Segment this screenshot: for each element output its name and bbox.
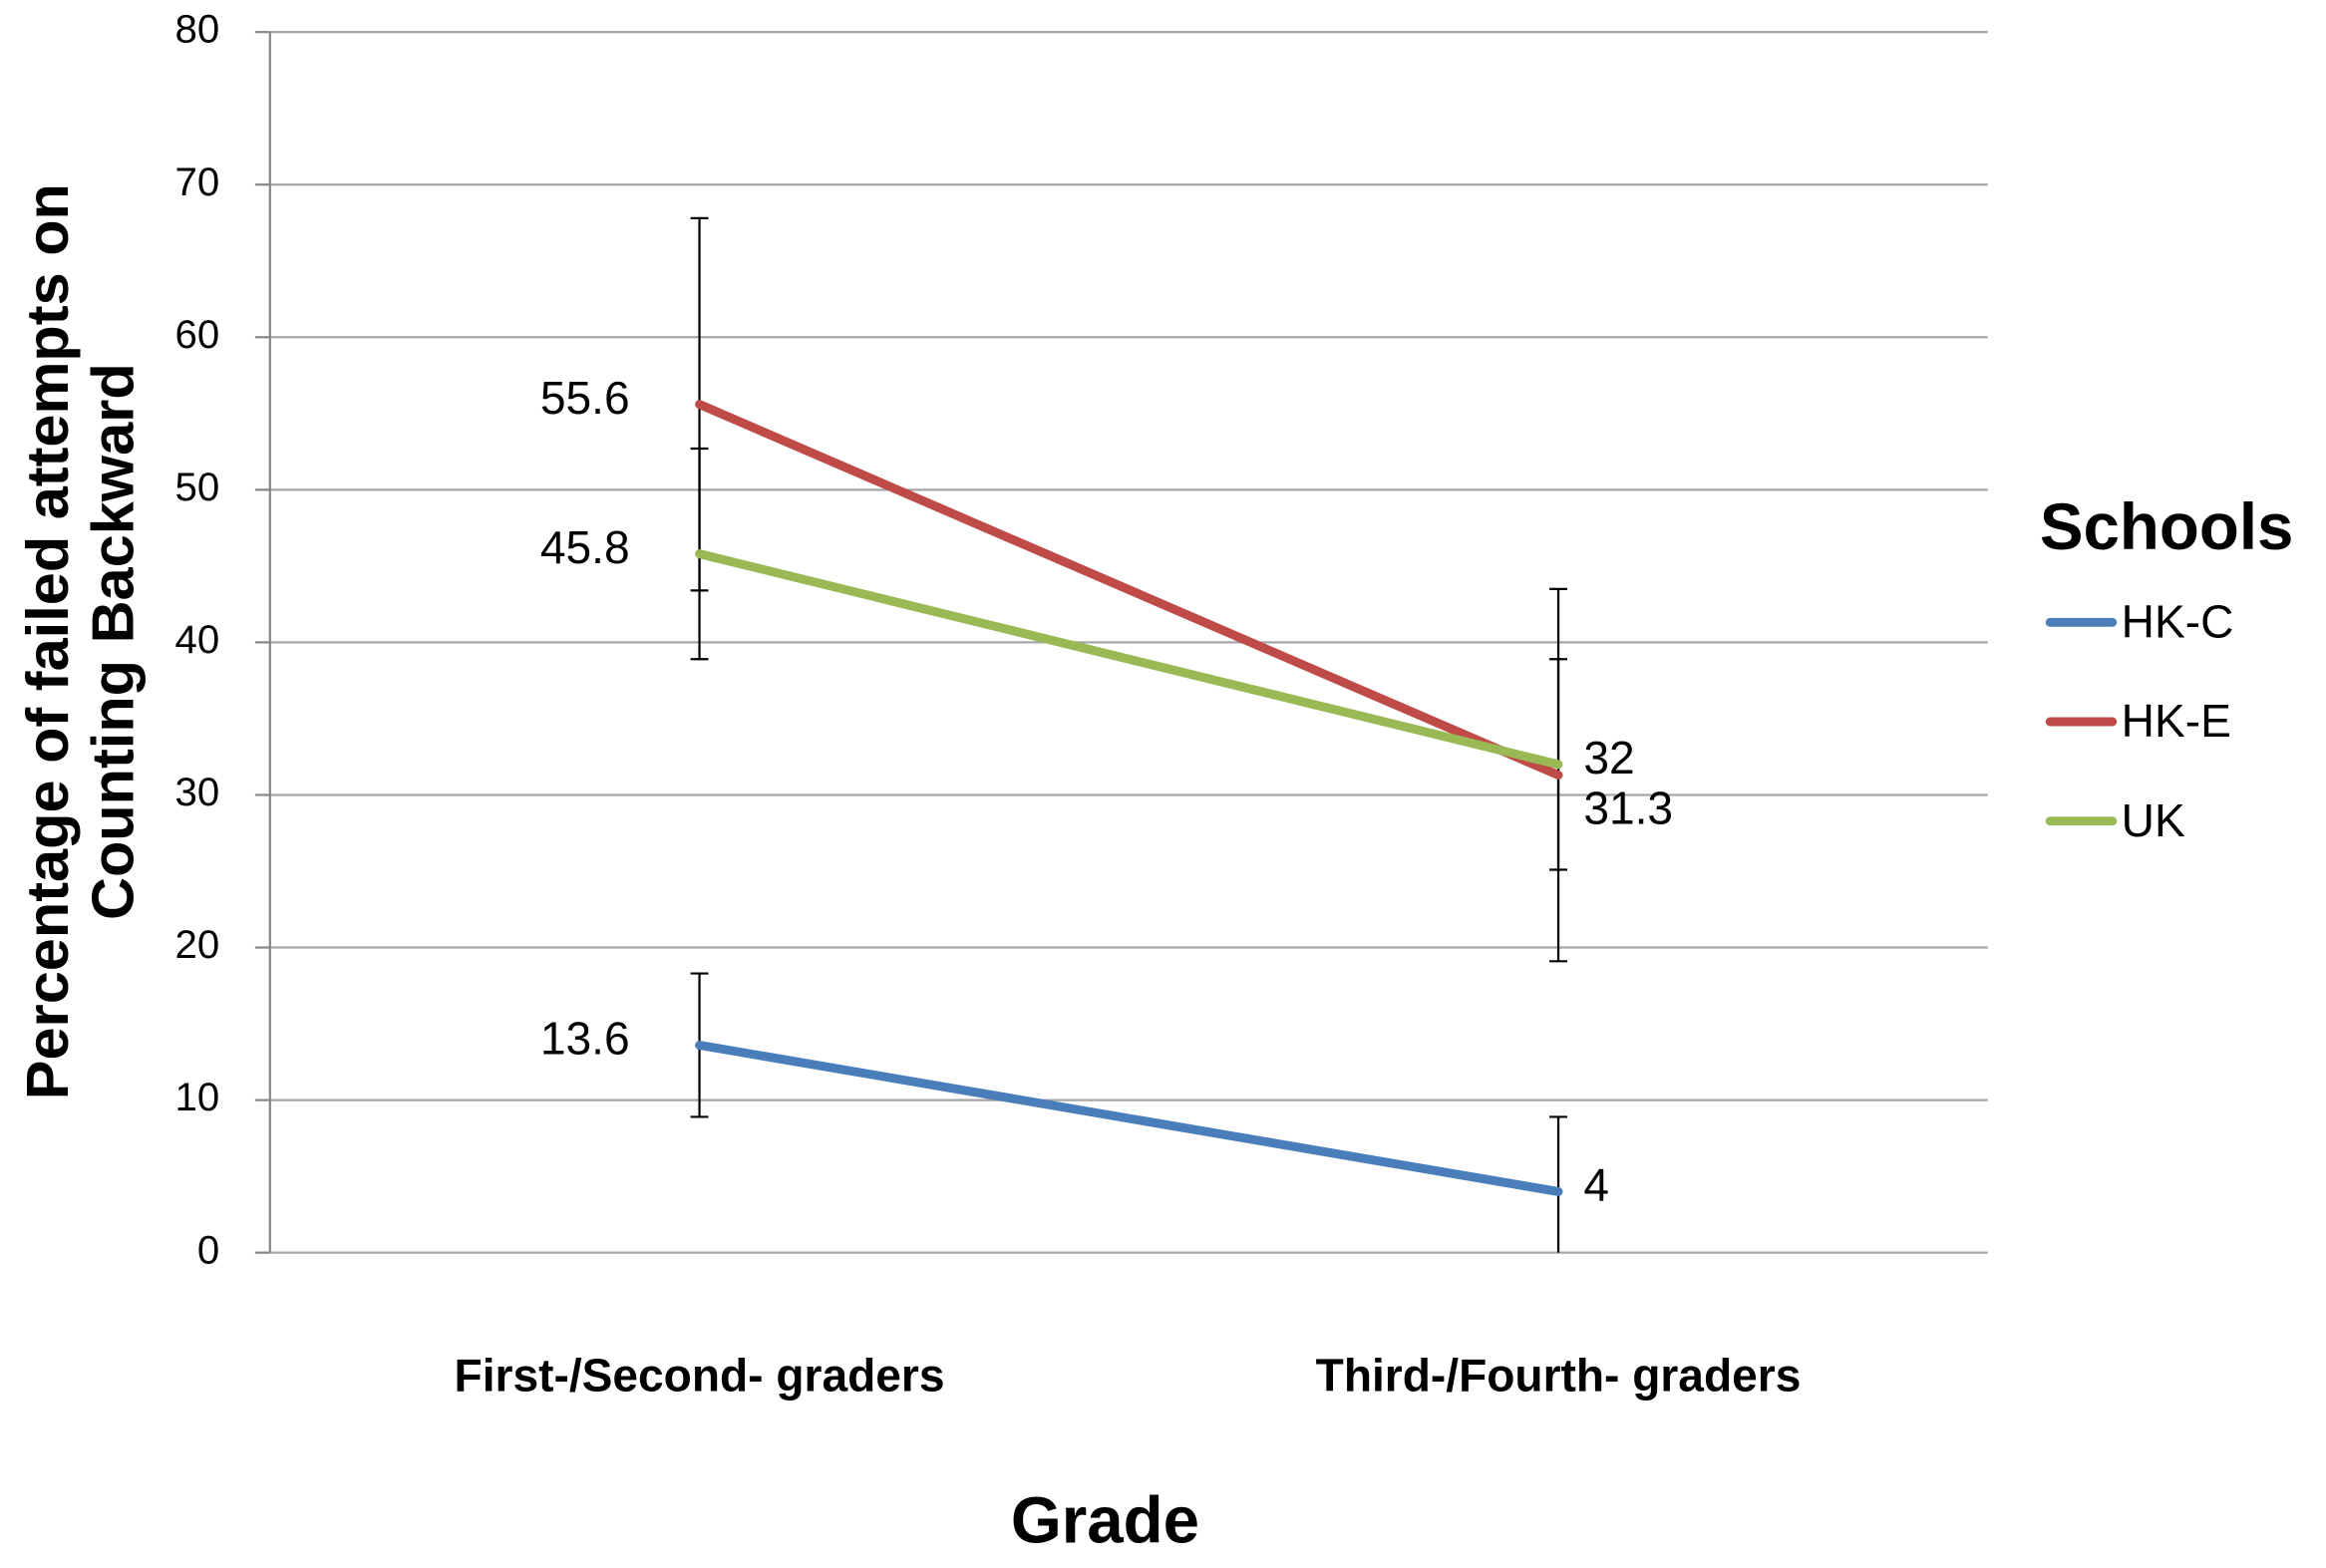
y-tick-label: 60 [175,312,220,357]
data-label: 32 [1583,732,1634,784]
series-line [695,549,1563,770]
data-label: 45.8 [540,521,630,573]
x-tick-label: First-/Second- graders [455,1349,945,1401]
y-tick-label: 70 [175,159,220,204]
y-tick-label: 50 [175,465,220,509]
data-label: 55.6 [540,372,630,424]
series-line [695,1041,1563,1196]
y-axis-title: Percentage of failed attempts on Countin… [14,183,146,1099]
y-tick-label: 0 [197,1227,219,1272]
data-label: 31.3 [1583,783,1673,834]
data-label: 4 [1583,1159,1609,1211]
y-tick-label: 80 [175,7,220,52]
y-tick-label: 30 [175,770,220,814]
x-tick-label: Third-/Fourth- graders [1316,1349,1802,1401]
legend-label: HK-E [2122,695,2231,747]
x-axis-title: Grade [1011,1484,1199,1557]
series-line [695,400,1563,781]
y-axis-title-line: Counting Backward [79,363,146,920]
y-tick-label: 20 [175,922,220,967]
y-axis-title-line: Percentage of failed attempts on [14,183,81,1099]
legend-label: UK [2122,794,2185,846]
legend-title: Schools [2040,490,2294,563]
error-bar [1549,1115,1567,1253]
y-tick-label: 40 [175,617,220,662]
legend-label: HK-C [2122,595,2234,647]
y-tick-label: 10 [175,1075,220,1119]
data-label: 13.6 [540,1013,630,1065]
